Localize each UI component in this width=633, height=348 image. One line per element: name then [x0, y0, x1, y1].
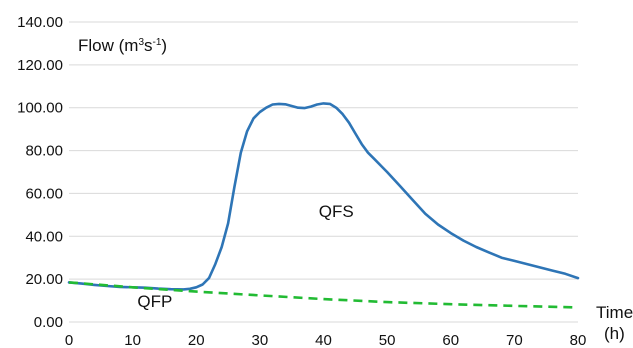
- y-tick-label: 0.00: [34, 314, 63, 331]
- x-tick-label: 70: [506, 332, 523, 348]
- x-tick-label: 80: [570, 332, 587, 348]
- y-tick-label: 120.00: [17, 57, 63, 74]
- series-line-qfs: [67, 102, 580, 291]
- y-tick-label: 100.00: [17, 100, 63, 117]
- x-tick-label: 40: [315, 332, 332, 348]
- annotations-layer: QFS QFP: [137, 202, 353, 311]
- annotation-qfp: QFP: [137, 292, 172, 311]
- series-line-qfp: [68, 281, 579, 309]
- x-tick-label: 10: [124, 332, 141, 348]
- x-tick-label: 30: [252, 332, 269, 348]
- gridlines: [69, 21, 578, 323]
- y-tick-label: 40.00: [25, 228, 63, 245]
- x-tick-label: 20: [188, 332, 205, 348]
- y-axis-ticks: 0.00 20.00 40.00 60.00 80.00 100.00 120.00 140.…: [17, 14, 63, 331]
- x-tick-label: 50: [379, 332, 396, 348]
- x-axis-ticks: 0 10 20 30 40 50 60 70 80: [65, 332, 587, 348]
- annotation-qfs: QFS: [319, 202, 354, 221]
- y-tick-label: 140.00: [17, 14, 63, 31]
- x-axis-title-time: Time: [596, 303, 633, 322]
- x-tick-label: 0: [65, 332, 73, 348]
- y-tick-label: 60.00: [25, 185, 63, 202]
- x-axis-title-unit: (h): [604, 324, 625, 343]
- y-tick-label: 80.00: [25, 143, 63, 160]
- series-layer: [67, 102, 580, 309]
- y-tick-label: 20.00: [25, 271, 63, 288]
- x-tick-label: 60: [442, 332, 459, 348]
- y-axis-title: Flow (m3s-1): [78, 36, 167, 55]
